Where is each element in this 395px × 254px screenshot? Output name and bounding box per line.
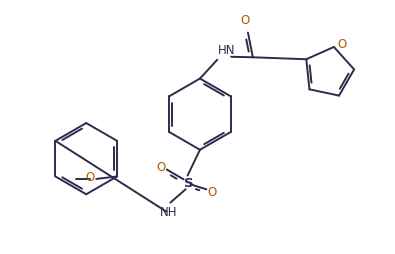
Text: O: O (86, 171, 95, 184)
Text: O: O (241, 14, 250, 27)
Text: HN: HN (218, 44, 236, 57)
Text: O: O (338, 38, 347, 51)
Text: S: S (184, 178, 194, 190)
Text: O: O (156, 161, 166, 174)
Text: O: O (208, 186, 217, 199)
Text: NH: NH (160, 206, 178, 219)
